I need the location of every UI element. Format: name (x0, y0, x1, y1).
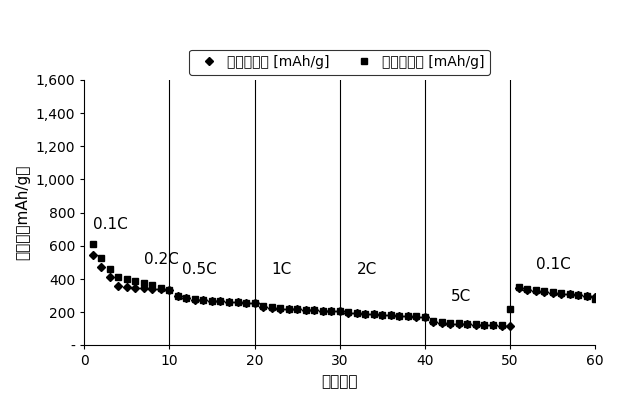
充电比容量 [mAh/g] (259, 305, 267, 309)
放电比容量 [mAh/g] (251, 301, 258, 305)
Text: 0.1C: 0.1C (93, 217, 128, 232)
放电比容量 [mAh/g] (498, 323, 505, 328)
充电比容量 [mAh/g] (404, 314, 412, 319)
充电比容量 [mAh/g] (592, 295, 599, 299)
Text: 2C: 2C (357, 262, 377, 277)
Text: 1C: 1C (272, 262, 292, 277)
Text: 0.5C: 0.5C (182, 262, 217, 277)
放电比容量 [mAh/g] (592, 297, 599, 302)
充电比容量 [mAh/g] (89, 252, 97, 257)
放电比容量 [mAh/g] (89, 242, 97, 246)
Text: 0.1C: 0.1C (535, 257, 570, 272)
Legend: 充电比容量 [mAh/g], 放电比容量 [mAh/g]: 充电比容量 [mAh/g], 放电比容量 [mAh/g] (189, 50, 490, 75)
放电比容量 [mAh/g] (234, 300, 241, 305)
充电比容量 [mAh/g] (251, 301, 258, 305)
放电比容量 [mAh/g] (259, 304, 267, 309)
放电比容量 [mAh/g] (404, 314, 412, 318)
Line: 放电比容量 [mAh/g]: 放电比容量 [mAh/g] (89, 241, 599, 328)
充电比容量 [mAh/g] (217, 299, 224, 304)
Line: 充电比容量 [mAh/g]: 充电比容量 [mAh/g] (90, 252, 598, 329)
X-axis label: 循环圈数: 循环圈数 (321, 374, 358, 389)
充电比容量 [mAh/g] (506, 324, 514, 328)
Y-axis label: 比容量［mAh/g］: 比容量［mAh/g］ (15, 165, 30, 260)
充电比容量 [mAh/g] (234, 300, 241, 305)
放电比容量 [mAh/g] (174, 294, 181, 299)
Text: 5C: 5C (451, 288, 470, 304)
Text: 0.2C: 0.2C (144, 252, 178, 267)
放电比容量 [mAh/g] (217, 299, 224, 303)
充电比容量 [mAh/g] (174, 294, 181, 299)
